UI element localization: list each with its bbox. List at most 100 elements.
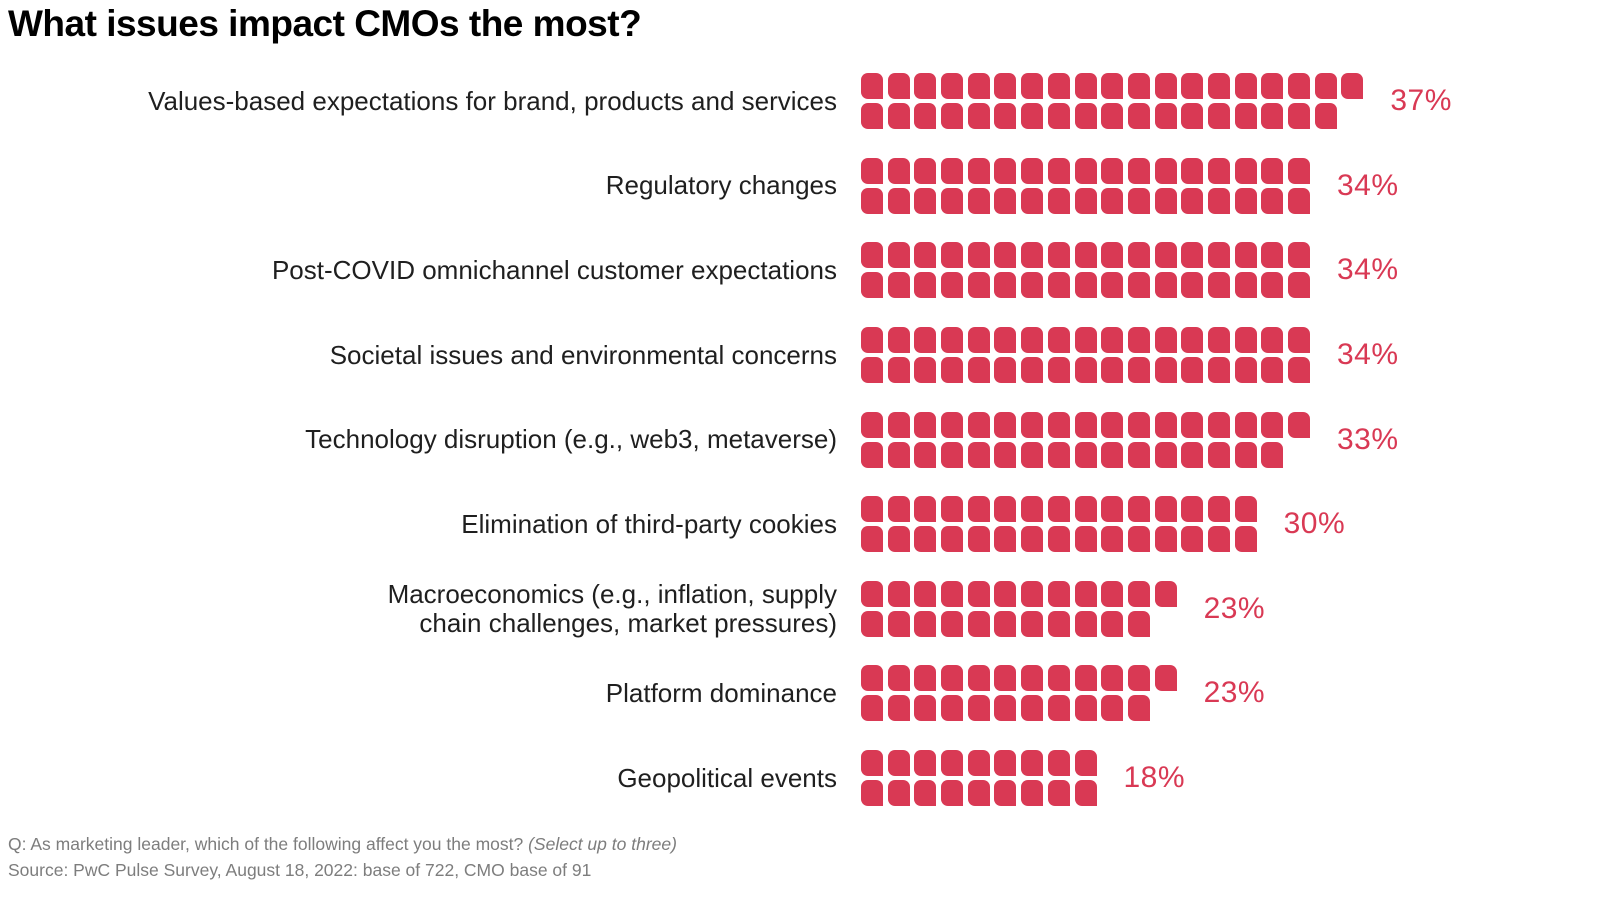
waffle-square	[994, 665, 1017, 692]
waffle-square	[887, 103, 910, 130]
waffle-square	[1234, 496, 1257, 523]
waffle-square	[861, 103, 883, 130]
waffle-squares	[861, 327, 1310, 384]
row-label: Platform dominance	[605, 677, 837, 708]
waffle-square	[1181, 357, 1204, 384]
waffle-square	[1101, 327, 1124, 354]
waffle-square	[1207, 411, 1230, 438]
waffle-square	[887, 695, 910, 722]
row-label: Elimination of third-party cookies	[461, 508, 837, 539]
waffle-square	[1127, 695, 1150, 722]
waffle-square	[861, 357, 883, 384]
waffle-square	[941, 441, 964, 468]
waffle-square	[914, 357, 937, 384]
waffle-square	[1154, 242, 1177, 269]
row-label: Post-COVID omnichannel customer expectat…	[271, 254, 837, 285]
row-value: 33%	[1337, 422, 1399, 456]
waffle-square	[1101, 496, 1124, 523]
waffle-square	[994, 272, 1017, 299]
row-value: 18%	[1123, 761, 1186, 795]
waffle-square	[1101, 157, 1124, 184]
waffle-square	[1261, 327, 1284, 354]
waffle-square	[1127, 272, 1150, 299]
waffle-square	[994, 242, 1017, 269]
waffle-square	[861, 327, 883, 354]
waffle-square	[887, 610, 910, 637]
waffle-square	[861, 411, 883, 438]
waffle-square	[1154, 411, 1177, 438]
waffle-square	[1207, 187, 1230, 214]
waffle-square	[887, 580, 910, 607]
waffle-square	[1074, 103, 1097, 130]
waffle-square	[1261, 242, 1284, 269]
waffle-square	[1261, 441, 1284, 468]
waffle-square	[1127, 411, 1150, 438]
waffle-square	[967, 157, 990, 184]
waffle-square	[887, 526, 910, 553]
waffle-square	[967, 411, 990, 438]
waffle-square	[1181, 411, 1204, 438]
waffle-square	[967, 496, 990, 523]
waffle-square	[1074, 780, 1097, 807]
waffle-square	[1154, 272, 1177, 299]
waffle-square	[861, 610, 883, 637]
waffle-square	[1181, 103, 1204, 130]
waffle-square	[1234, 157, 1257, 184]
waffle-square	[1181, 187, 1204, 214]
waffle-square	[1074, 665, 1097, 692]
waffle-square	[1154, 496, 1177, 523]
waffle-square	[1234, 327, 1257, 354]
waffle-square	[1234, 441, 1257, 468]
waffle-square	[1021, 441, 1044, 468]
chart-row: Societal issues and environmental concer…	[0, 313, 1601, 398]
waffle-square	[1021, 272, 1044, 299]
waffle-square	[941, 411, 964, 438]
waffle-square	[994, 780, 1017, 807]
waffle-square-line	[861, 272, 1310, 299]
waffle-square	[1234, 526, 1257, 553]
waffle-square	[1074, 750, 1097, 777]
waffle-square	[1101, 242, 1124, 269]
waffle-square	[994, 610, 1017, 637]
waffle-square	[1021, 695, 1044, 722]
waffle-square	[1047, 73, 1070, 100]
waffle-square	[1074, 357, 1097, 384]
waffle-square	[1154, 526, 1177, 553]
waffle-square	[861, 157, 883, 184]
waffle-square	[1154, 187, 1177, 214]
waffle-square	[1154, 665, 1177, 692]
waffle-square	[1101, 187, 1124, 214]
waffle-square	[861, 526, 883, 553]
chart-row: Values-based expectations for brand, pro…	[0, 59, 1601, 144]
waffle-square	[1261, 73, 1284, 100]
waffle-square	[941, 580, 964, 607]
waffle-square	[1314, 103, 1337, 130]
waffle-square	[887, 242, 910, 269]
waffle-square	[1288, 157, 1310, 184]
waffle-square	[1074, 73, 1097, 100]
waffle-square-line	[861, 610, 1177, 637]
waffle-square	[1101, 357, 1124, 384]
row-value: 23%	[1203, 591, 1266, 625]
waffle-square	[941, 73, 964, 100]
waffle-square	[967, 580, 990, 607]
waffle-square	[1047, 695, 1070, 722]
waffle-square	[1261, 411, 1284, 438]
waffle-square	[1127, 157, 1150, 184]
pictograph-chart: Values-based expectations for brand, pro…	[0, 59, 1601, 820]
waffle-square	[914, 780, 937, 807]
waffle-square	[861, 441, 883, 468]
waffle-square	[994, 496, 1017, 523]
waffle-square	[1074, 580, 1097, 607]
waffle-square	[1074, 610, 1097, 637]
waffle-square	[967, 327, 990, 354]
waffle-square	[941, 750, 964, 777]
footnote-question-text: Q: As marketing leader, which of the fol…	[8, 834, 529, 854]
waffle-square	[1341, 73, 1364, 100]
waffle-square	[1074, 272, 1097, 299]
waffle-square	[1288, 187, 1310, 214]
waffle-square	[1021, 526, 1044, 553]
waffle-square	[967, 526, 990, 553]
footnote-source-text: Source: PwC Pulse Survey, August 18, 202…	[8, 860, 592, 880]
waffle-square-line	[861, 357, 1310, 384]
